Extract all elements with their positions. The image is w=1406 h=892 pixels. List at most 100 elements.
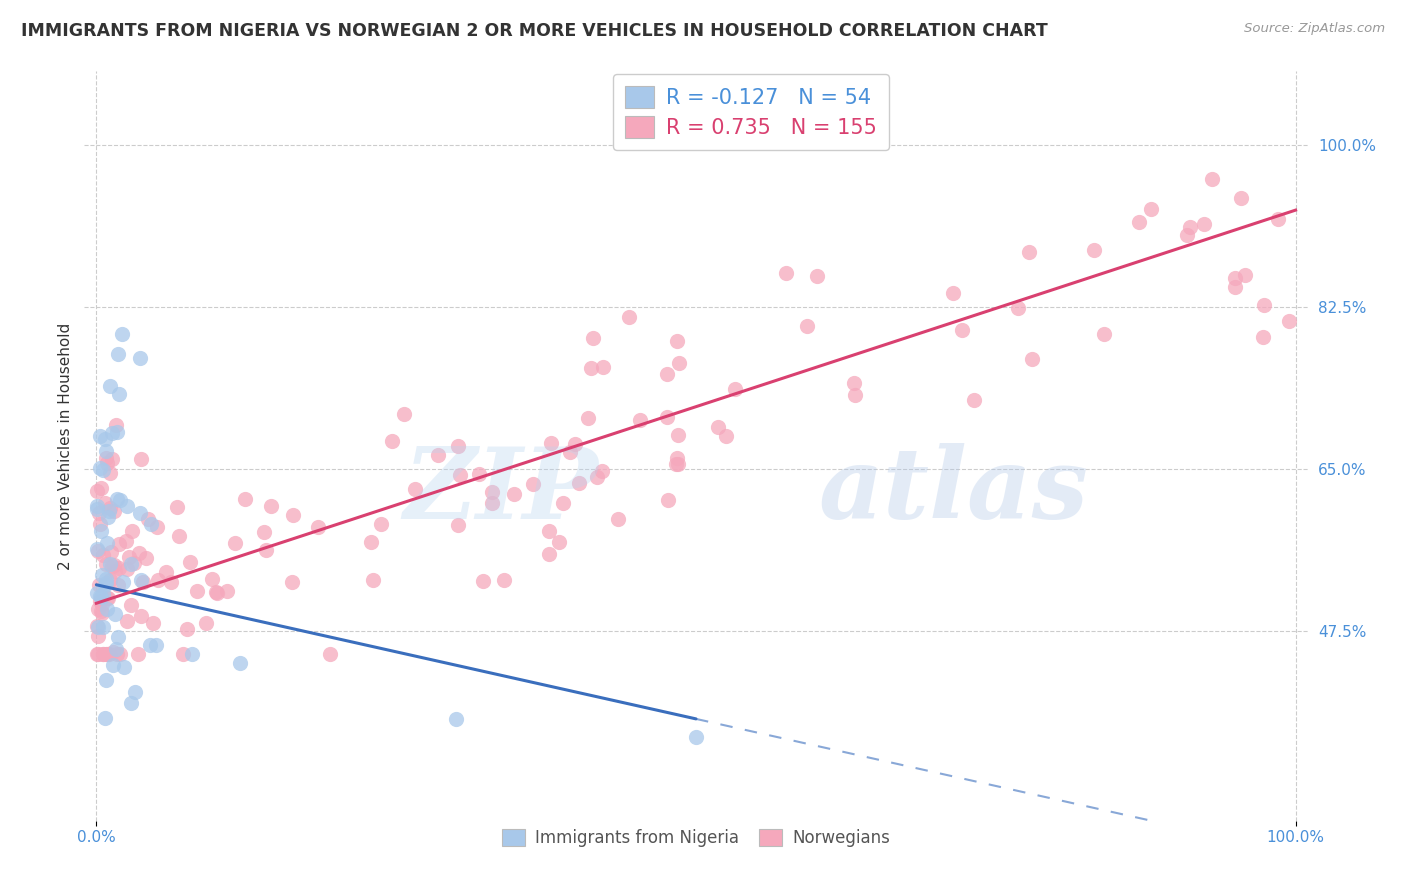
- Point: [120, 557, 142, 571]
- Point: [360, 534, 382, 549]
- Point: [93, 578, 115, 592]
- Point: [91, 597, 114, 611]
- Point: [281, 575, 304, 590]
- Point: [179, 555, 201, 569]
- Point: [950, 323, 973, 337]
- Point: [155, 566, 177, 580]
- Point: [1225, 279, 1247, 293]
- Point: [586, 469, 609, 483]
- Point: [1201, 172, 1223, 186]
- Point: [96, 591, 118, 606]
- Point: [90, 524, 112, 538]
- Point: [108, 561, 131, 575]
- Point: [665, 334, 688, 348]
- Point: [105, 425, 128, 439]
- Point: [121, 524, 143, 538]
- Point: [94, 496, 117, 510]
- Point: [128, 546, 150, 560]
- Point: [617, 310, 640, 324]
- Point: [796, 319, 818, 334]
- Point: [205, 586, 228, 600]
- Point: [450, 467, 472, 482]
- Point: [97, 509, 120, 524]
- Point: [98, 467, 121, 481]
- Point: [1021, 351, 1043, 366]
- Point: [86, 499, 108, 513]
- Point: [582, 331, 605, 345]
- Point: [117, 499, 139, 513]
- Point: [160, 575, 183, 590]
- Point: [107, 346, 129, 360]
- Point: [98, 501, 121, 516]
- Point: [215, 583, 238, 598]
- Point: [108, 492, 131, 507]
- Point: [579, 360, 602, 375]
- Point: [128, 351, 150, 365]
- Point: [128, 506, 150, 520]
- Point: [775, 266, 797, 280]
- Point: [94, 673, 117, 687]
- Point: [96, 647, 118, 661]
- Point: [553, 496, 575, 510]
- Point: [963, 393, 986, 408]
- Point: [94, 711, 117, 725]
- Point: [1230, 191, 1253, 205]
- Point: [94, 647, 117, 661]
- Point: [547, 535, 569, 549]
- Point: [806, 268, 828, 283]
- Point: [201, 573, 224, 587]
- Y-axis label: 2 or more Vehicles in Household: 2 or more Vehicles in Household: [58, 322, 73, 570]
- Point: [90, 590, 112, 604]
- Text: Source: ZipAtlas.com: Source: ZipAtlas.com: [1244, 22, 1385, 36]
- Point: [1018, 245, 1040, 260]
- Point: [118, 550, 141, 565]
- Point: [166, 500, 188, 515]
- Point: [666, 457, 689, 471]
- Point: [101, 658, 124, 673]
- Point: [235, 492, 257, 507]
- Point: [105, 647, 128, 661]
- Point: [112, 660, 135, 674]
- Point: [1140, 202, 1163, 216]
- Point: [101, 559, 124, 574]
- Point: [842, 376, 865, 390]
- Point: [576, 411, 599, 425]
- Point: [538, 547, 561, 561]
- Point: [91, 463, 114, 477]
- Point: [665, 458, 688, 472]
- Point: [1175, 228, 1198, 243]
- Point: [86, 542, 108, 557]
- Point: [86, 544, 108, 558]
- Point: [91, 620, 114, 634]
- Point: [685, 731, 707, 745]
- Point: [1092, 327, 1115, 342]
- Point: [522, 477, 544, 491]
- Point: [86, 647, 108, 661]
- Point: [86, 484, 108, 499]
- Point: [172, 647, 194, 661]
- Point: [148, 574, 170, 588]
- Point: [103, 503, 125, 517]
- Point: [205, 585, 228, 599]
- Point: [370, 516, 392, 531]
- Point: [142, 615, 165, 630]
- Point: [104, 607, 127, 622]
- Point: [107, 492, 129, 507]
- Point: [181, 647, 204, 661]
- Point: [86, 585, 108, 599]
- Point: [91, 647, 114, 661]
- Text: atlas: atlas: [818, 442, 1088, 539]
- Point: [253, 525, 276, 540]
- Point: [628, 413, 651, 427]
- Point: [591, 464, 613, 478]
- Point: [145, 519, 167, 533]
- Point: [141, 517, 163, 532]
- Point: [129, 452, 152, 467]
- Point: [97, 504, 120, 518]
- Point: [481, 485, 503, 500]
- Point: [90, 481, 112, 495]
- Point: [108, 536, 131, 550]
- Point: [307, 520, 329, 534]
- Point: [564, 437, 586, 451]
- Point: [592, 359, 614, 374]
